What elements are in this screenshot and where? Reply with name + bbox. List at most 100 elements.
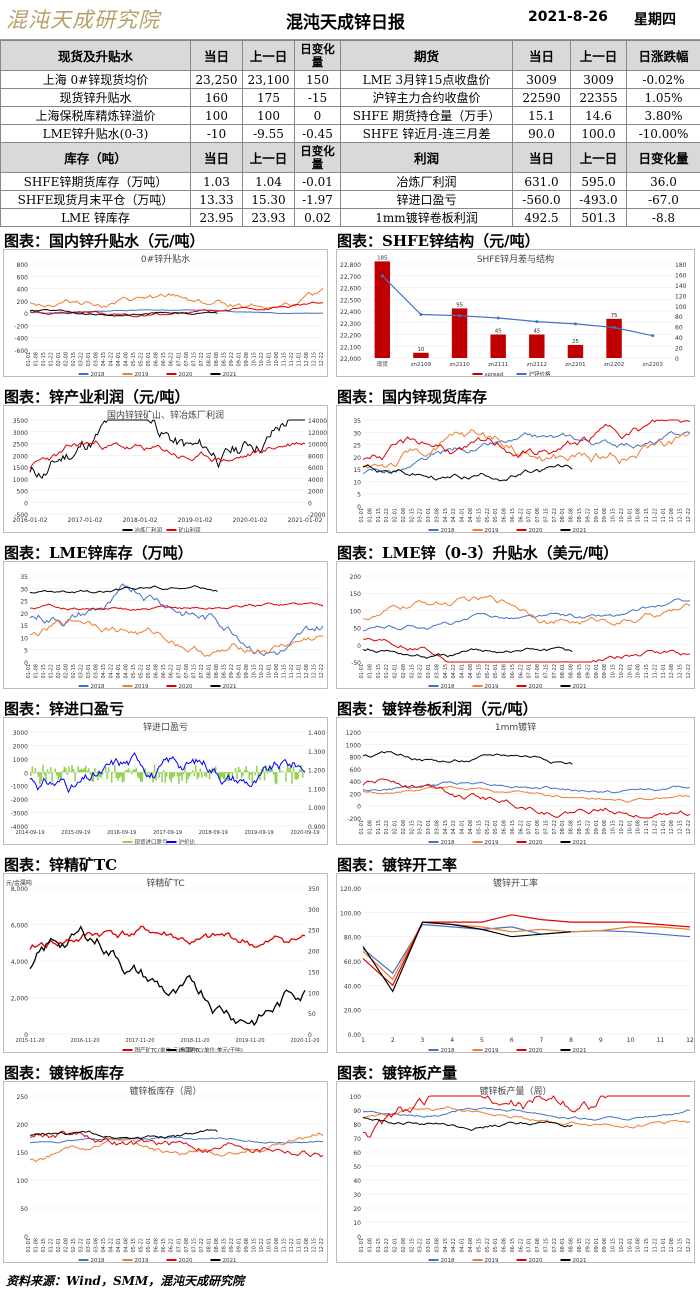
data-point <box>651 334 655 338</box>
tick-label: 09-08 <box>244 352 250 367</box>
table-cell: 23.93 <box>242 208 295 227</box>
tick-label: 11-15 <box>644 1238 650 1253</box>
tick-label: 20 <box>353 1206 361 1213</box>
tick-label: 11-15 <box>281 1238 287 1253</box>
tick-label: 04-08 <box>124 664 130 679</box>
tick-label: 2020-09-19 <box>290 830 319 836</box>
header-cell: 期货 <box>340 40 513 71</box>
tick-label: -200 <box>14 323 28 330</box>
tick-label: 06-15 <box>161 352 167 367</box>
tick-label: 08-08 <box>569 508 575 523</box>
legend-entry: 2019 <box>485 1258 499 1263</box>
table-cell: SHFE 期货持仓量（万手） <box>340 106 513 125</box>
legend-entry: 2021 <box>223 1258 237 1263</box>
tick-label: 22,100 <box>340 344 361 351</box>
tick-label: 09-08 <box>602 820 608 835</box>
tick-label: 40 <box>353 1178 361 1185</box>
table-cell: 595.0 <box>570 172 627 191</box>
bar <box>240 772 243 779</box>
tick-label: 0 <box>24 1234 28 1241</box>
tick-label: 80 <box>353 1122 361 1129</box>
series-line <box>362 778 691 819</box>
chart-panel: 0#锌升贴水 800 600 400 200 0 -200 -400 -600 01-01 01-0… <box>3 249 328 377</box>
header-cell: 上一日 <box>570 142 627 173</box>
tick-label: 600 <box>350 767 362 774</box>
bar <box>292 765 295 773</box>
tick-label: 8,000 <box>11 886 28 893</box>
tick-label: 02-08 <box>401 820 407 835</box>
tick-label: 04-15 <box>443 820 449 835</box>
tick-label: 07-08 <box>535 664 541 679</box>
tick-label: 2015-09-19 <box>61 830 90 836</box>
tick-label: 12-15 <box>678 1238 684 1253</box>
tick-label: 01-15 <box>41 1238 47 1253</box>
legend-entry: 2018 <box>441 528 455 533</box>
bar <box>193 772 195 776</box>
tick-label: 30 <box>20 586 28 593</box>
tick-label: 06-15 <box>161 1238 167 1253</box>
tick-label: 10 <box>353 1220 361 1227</box>
tick-label: 140 <box>675 283 687 290</box>
tick-label: 05-15 <box>476 820 482 835</box>
tick-label: 01-22 <box>384 820 390 835</box>
table-cell: 160 <box>190 88 243 107</box>
bar <box>114 765 116 773</box>
bar <box>178 772 180 784</box>
bar <box>146 772 148 777</box>
header-cell: 上一日 <box>242 142 295 173</box>
tick-label: 09-01 <box>594 664 600 679</box>
table-cell: 13.33 <box>190 190 243 209</box>
chart-panel: 35 30 25 20 15 10 5 0 01-01 01-08 01-15 01-22 02-01 0… <box>336 405 695 533</box>
chart-caption: 图表：国内锌现货库存 <box>337 388 488 406</box>
tick-label: 07-08 <box>535 1238 541 1253</box>
bar <box>225 772 228 774</box>
tick-label: 40 <box>675 335 683 342</box>
tick-label: 12-08 <box>669 508 675 523</box>
tick-label: 12-08 <box>304 1238 310 1253</box>
tick-label: 01-22 <box>49 664 55 679</box>
tick-label: 03-08 <box>94 664 100 679</box>
tick-label: 04-01 <box>116 1238 122 1253</box>
bar <box>55 772 58 776</box>
tick-label: 25 <box>353 443 361 450</box>
tick-label: 35 <box>353 418 361 425</box>
source-footer: 资料来源：Wind，SMM，混沌天成研究院 <box>6 1274 245 1288</box>
table-row: 上海保税库精炼锌溢价 100 100 0 SHFE 期货持仓量（万手） 15.1 14.6 3… <box>0 106 700 125</box>
bar <box>196 772 199 780</box>
tick-label: 11-01 <box>296 664 302 679</box>
header-cell: 当日 <box>190 142 243 173</box>
table-cell: 175 <box>242 88 295 107</box>
chart-title: 镀锌开工率 <box>492 879 538 889</box>
table-cell: 沪锌主力合约收盘价 <box>340 88 513 107</box>
table-cell: -67.0 <box>626 190 700 209</box>
tick-label: 04-22 <box>109 664 115 679</box>
chart-caption: 图表：镀锌板产量 <box>337 1064 458 1082</box>
import-tc-line <box>29 925 306 1027</box>
bar <box>242 772 244 776</box>
table-row: SHFE锌期货库存（万吨） 1.03 1.04 -0.01 冶炼厂利润 631.0 595.… <box>0 172 700 191</box>
bar <box>254 772 257 776</box>
chart-panel: 200 150 100 50 0 -50 01-01 01-08 01-15 01-22 02-01… <box>336 561 695 689</box>
bar <box>118 772 121 779</box>
bar <box>106 772 108 780</box>
bar <box>78 769 81 773</box>
bar <box>159 772 162 774</box>
tick-label: 07-15 <box>191 1238 197 1253</box>
tick-label: 02-01 <box>56 664 62 679</box>
bar <box>164 772 166 783</box>
tick-label: 05-15 <box>476 508 482 523</box>
table-cell: 上海保税库精炼锌溢价 <box>0 106 191 125</box>
bar <box>149 772 151 779</box>
header-cell: 现货及升贴水 <box>0 40 191 71</box>
tick-label: 05-15 <box>131 352 137 367</box>
tick-label: 10-08 <box>274 352 280 367</box>
tick-label: 8000 <box>308 453 323 460</box>
bar <box>49 767 52 773</box>
tick-label: 08-15 <box>577 508 583 523</box>
spot-futures-table: 现货及升贴水 当日 上一日 日变化量 期货 当日 上一日 日涨跌幅 上海 0#锌现货均价 23,2… <box>0 40 700 143</box>
bar <box>124 770 127 773</box>
bar <box>188 772 191 777</box>
tick-label: 11-15 <box>644 820 650 835</box>
bar <box>104 766 107 773</box>
tick-label: 04-08 <box>468 508 474 523</box>
